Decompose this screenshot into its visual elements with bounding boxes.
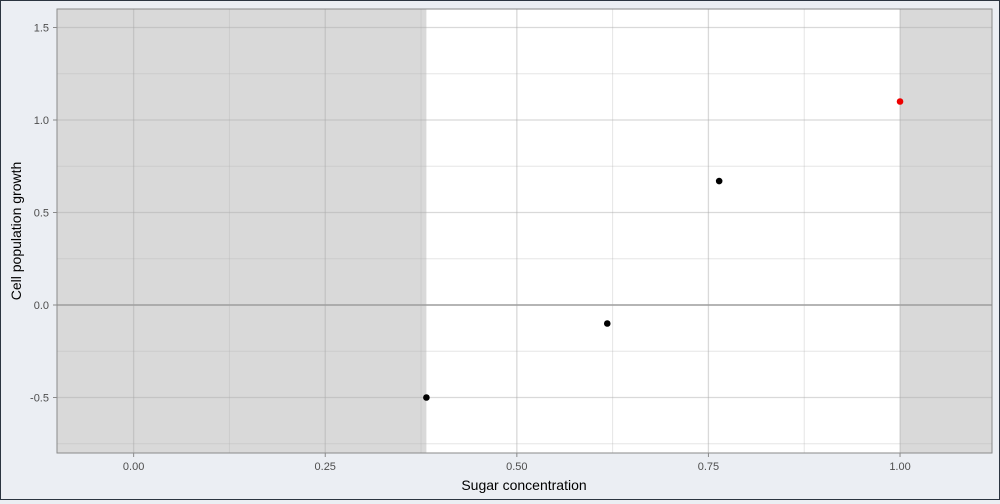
shaded-regions — [57, 9, 992, 453]
x-axis-label: Sugar concentration — [461, 477, 586, 493]
data-point-2 — [715, 177, 723, 185]
x-tick-label-2: 0.50 — [506, 461, 527, 473]
x-tick-label-1: 0.25 — [315, 461, 336, 473]
y-tick-label-3: 1.0 — [34, 115, 49, 127]
y-tick-label-4: 1.5 — [34, 23, 49, 35]
y-axis-label: Cell population growth — [8, 162, 24, 301]
x-tick-label-4: 1.00 — [889, 461, 910, 473]
x-tick-label-3: 0.75 — [698, 461, 719, 473]
data-point-0 — [423, 394, 430, 401]
data-point-1 — [603, 320, 611, 327]
y-tick-label-2: 0.5 — [34, 208, 49, 220]
data-points — [423, 98, 904, 401]
data-point-3 — [896, 98, 904, 105]
plot-panel-border — [56, 8, 993, 454]
shaded-region-0 — [57, 9, 427, 453]
y-tick-label-1: 0.0 — [34, 300, 49, 312]
x-tick-label-0: 0.00 — [123, 461, 144, 473]
y-tick-label-0: -0.5 — [30, 393, 49, 405]
axis-ticks: 0.00 0.25 0.50 0.75 1.00 -0.5 0.0 0.5 1.0 1.5 — [30, 23, 911, 474]
shaded-region-1 — [900, 9, 992, 453]
